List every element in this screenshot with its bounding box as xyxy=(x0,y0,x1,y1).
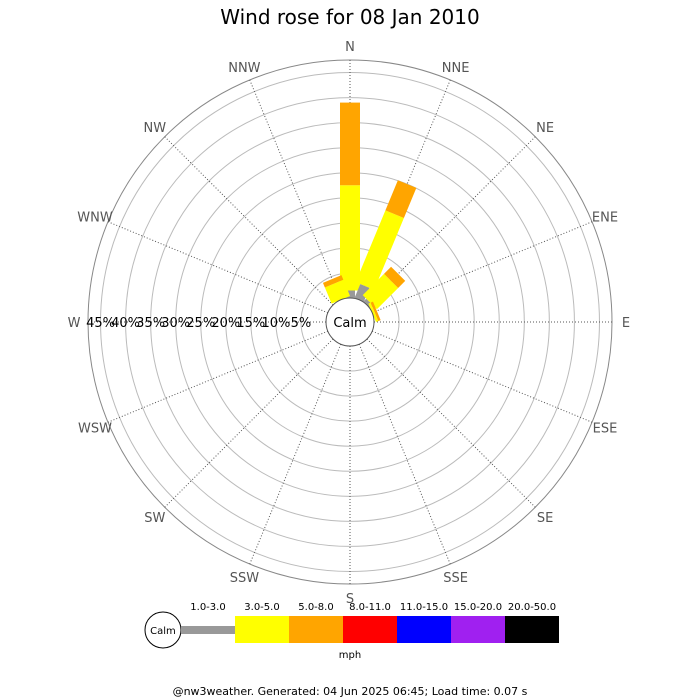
direction-label: N xyxy=(345,40,355,55)
direction-spoke xyxy=(107,330,329,423)
legend-swatch xyxy=(451,616,505,643)
wind-bar xyxy=(355,210,404,290)
direction-label: SSW xyxy=(230,571,260,586)
direction-spoke xyxy=(249,343,342,565)
legend-bin-label: 11.0-15.0 xyxy=(400,602,448,613)
direction-spoke xyxy=(107,221,329,314)
wind-bar xyxy=(370,301,381,322)
direction-label: NNE xyxy=(442,61,470,76)
calm-circle xyxy=(325,297,375,347)
legend-swatch xyxy=(397,616,451,643)
legend-swatch xyxy=(289,616,343,643)
direction-label: WSW xyxy=(78,422,112,437)
wind-bar xyxy=(368,302,379,323)
radial-tick-label: 5% xyxy=(291,316,312,331)
legend-units: mph xyxy=(339,650,361,661)
direction-spoke xyxy=(249,79,342,301)
wind-bar xyxy=(345,290,355,298)
radial-tick-label: 10% xyxy=(261,316,290,331)
direction-label: SW xyxy=(144,511,165,526)
direction-spoke xyxy=(358,343,451,565)
chart-title: Wind rose for 08 Jan 2010 xyxy=(220,5,479,29)
wind-bar xyxy=(385,180,417,219)
direction-label: ENE xyxy=(592,210,618,225)
legend-bin-label: 15.0-20.0 xyxy=(454,602,502,613)
legend-calm-label: Calm xyxy=(150,626,176,637)
wind-bars xyxy=(322,102,417,323)
wind-bar xyxy=(340,102,360,186)
legend-swatch xyxy=(181,626,235,634)
direction-label: NE xyxy=(536,121,554,136)
radial-tick-label: 40% xyxy=(111,316,140,331)
direction-spoke xyxy=(164,136,334,306)
direction-label: W xyxy=(68,316,81,331)
wind-bar xyxy=(354,284,370,302)
radial-tick-label: 25% xyxy=(186,316,215,331)
calm-center: Calm xyxy=(325,297,375,347)
direction-label: SSE xyxy=(443,571,468,586)
direction-spoke xyxy=(366,338,536,508)
wind-bar xyxy=(322,275,344,288)
legend-bin-label: 3.0-5.0 xyxy=(244,602,279,613)
legend-bin-label: 5.0-8.0 xyxy=(298,602,333,613)
radial-tick-label: 15% xyxy=(236,316,265,331)
direction-label: SE xyxy=(537,511,553,526)
legend-swatch xyxy=(235,616,289,643)
direction-label: ESE xyxy=(593,422,618,437)
wind-bar xyxy=(324,279,351,304)
radial-tick-labels: 5%10%15%20%25%30%35%40%45% xyxy=(86,316,311,331)
direction-spoke xyxy=(371,330,593,423)
legend-bin-label: 20.0-50.0 xyxy=(508,602,556,613)
legend-swatch xyxy=(505,616,559,643)
direction-spoke xyxy=(371,221,593,314)
wind-bar xyxy=(383,266,406,289)
direction-label: NW xyxy=(144,121,167,136)
wind-bar xyxy=(362,273,399,310)
legend: Calm mph 1.0-3.0 3.0-5.0 5.0-8.0 8.0-11.0 11… xyxy=(144,602,559,661)
calm-label: Calm xyxy=(333,316,366,331)
grid-ring xyxy=(125,97,575,547)
radial-tick-label: 35% xyxy=(136,316,165,331)
direction-labels: N NNE NE ENE E ESE SE SSE S SSW SW WSW W WNW NW NNW xyxy=(68,40,631,607)
legend-swatch xyxy=(343,616,397,643)
direction-label: E xyxy=(622,316,630,331)
direction-spoke xyxy=(164,338,334,508)
direction-label: WNW xyxy=(77,210,113,225)
footer-text: @nw3weather. Generated: 04 Jun 2025 06:4… xyxy=(173,685,528,698)
legend-bin-label: 8.0-11.0 xyxy=(349,602,391,613)
wind-bar xyxy=(340,185,360,291)
radial-tick-label: 20% xyxy=(211,316,240,331)
legend-bin-label: 1.0-3.0 xyxy=(190,602,225,613)
direction-label: S xyxy=(346,592,354,607)
radial-tick-label: 30% xyxy=(161,316,190,331)
direction-label: NNW xyxy=(228,61,260,76)
radial-tick-label: 45% xyxy=(86,316,115,331)
